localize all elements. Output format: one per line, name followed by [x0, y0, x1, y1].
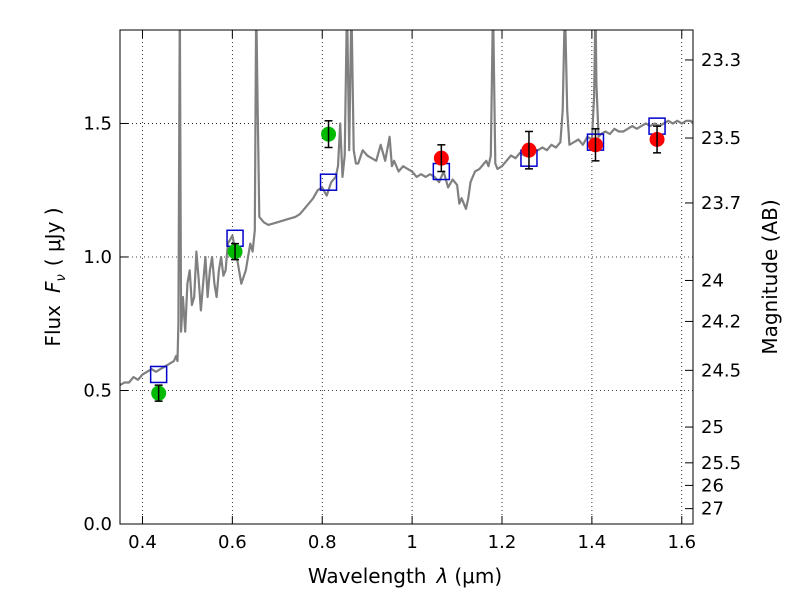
mag-tick-label: 23.3 [701, 50, 741, 71]
mag-tick-label: 23.7 [701, 193, 741, 214]
mag-tick-label: 24.5 [701, 360, 741, 381]
mag-tick-label: 24 [701, 270, 724, 291]
model-square [319, 173, 338, 191]
x-tick-label: 1.6 [667, 532, 696, 553]
x-tick-label: 0.8 [308, 532, 337, 553]
x-tick-label: 1.2 [488, 532, 517, 553]
mag-tick-label: 27 [701, 499, 724, 520]
model-square [149, 365, 168, 384]
spectrum-line [120, 30, 693, 387]
x-tick-label: 0.6 [218, 532, 247, 553]
y-axis-label: FluxFν( μJy ) [41, 207, 69, 346]
mag-tick-label: 23.5 [701, 128, 741, 149]
magnitude-axis-label: Magnitude (AB) [758, 199, 782, 354]
mag-tick-label: 25 [701, 417, 724, 438]
spectrum [120, 30, 693, 387]
mag-tick-label: 26 [701, 475, 724, 496]
axis-ticks: 0.4 0.6 0.8 1 1.2 1.4 1.6 0.0 0.5 1.0 1.5 23.3 23.5 2… [83, 30, 741, 553]
mag-tick-label: 24.2 [701, 311, 741, 332]
data-points [149, 117, 666, 402]
x-axis-label: Wavelength λ (μm) [308, 564, 502, 588]
y-tick-label: 1.5 [83, 113, 112, 134]
y-tick-label: 1.0 [83, 247, 112, 268]
x-tick-label: 1 [406, 532, 417, 553]
mag-tick-label: 25.5 [701, 453, 741, 474]
plot-frame [119, 29, 694, 525]
y-tick-label: 0.0 [83, 514, 112, 535]
x-tick-label: 0.4 [128, 532, 157, 553]
y-tick-label: 0.5 [83, 380, 112, 401]
x-tick-label: 1.4 [578, 532, 607, 553]
